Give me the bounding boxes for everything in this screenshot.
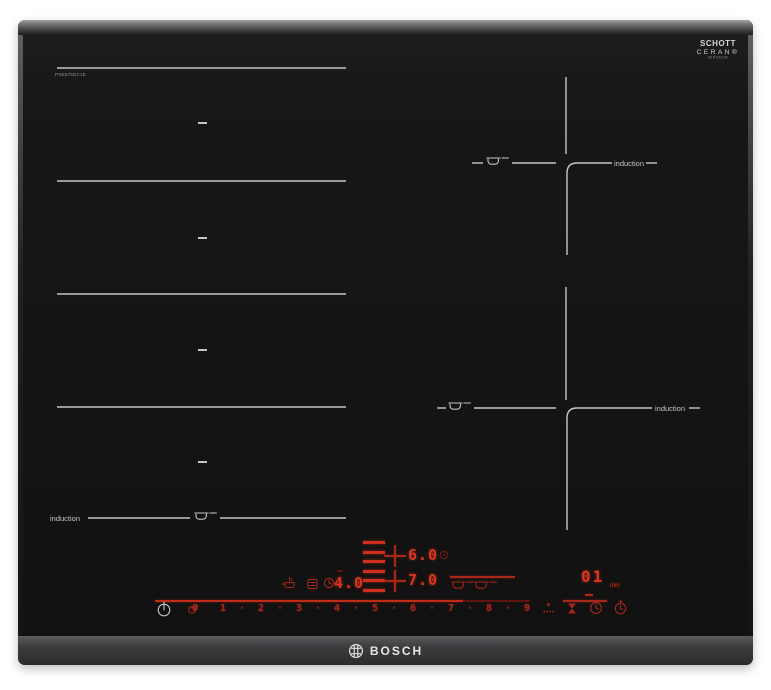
clock-icon <box>323 577 335 589</box>
slider-key-5[interactable]: 5 <box>371 603 379 614</box>
left-metal-edge <box>18 35 23 636</box>
child-lock-icon[interactable] <box>542 602 555 615</box>
flex-bar <box>363 541 385 544</box>
schott-logo-line3: MIRODUR <box>707 55 729 60</box>
stopwatch-icon[interactable] <box>613 600 628 615</box>
zone-cross-mark <box>394 545 396 567</box>
pan-icon <box>474 581 498 589</box>
top-metal-edge <box>18 20 753 35</box>
slider-dot: · <box>314 603 322 614</box>
slider-key-9[interactable]: 9 <box>523 603 531 614</box>
flex-bar <box>363 579 385 582</box>
clock-icon <box>439 550 449 560</box>
move-mode-icon <box>307 578 318 590</box>
wipe-protection-icon[interactable] <box>187 603 200 615</box>
pan-indicator-line <box>450 576 515 578</box>
slider-dot: · <box>276 603 284 614</box>
flex-bar <box>363 589 385 592</box>
flex-bar <box>363 560 385 563</box>
slider-dot: · <box>352 603 360 614</box>
slider-dot: · <box>428 603 436 614</box>
slider-key-7[interactable]: 7 <box>447 603 455 614</box>
schott-logo-line1: SCHOTT <box>700 39 736 48</box>
slider-key-1[interactable]: 1 <box>219 603 227 614</box>
timer-line <box>563 600 607 602</box>
slider-line-dim <box>463 600 530 602</box>
flex-bar <box>363 570 385 573</box>
zone-top-level-display[interactable]: 6.0 <box>408 546 439 564</box>
slider-key-6[interactable]: 6 <box>409 603 417 614</box>
slider-dot: · <box>504 603 512 614</box>
slider-dot: · <box>466 603 474 614</box>
hourglass-icon[interactable] <box>566 602 578 615</box>
pan-icon <box>451 581 475 589</box>
slider-dot: · <box>238 603 246 614</box>
slider-key-0[interactable]: 0 <box>191 603 199 614</box>
slider-key-4[interactable]: 4 <box>333 603 341 614</box>
slider-dot: · <box>390 603 398 614</box>
timer-select-dash <box>585 594 593 596</box>
front-panel: BOSCH <box>18 636 753 665</box>
slider-key-8[interactable]: 8 <box>485 603 493 614</box>
timer-clock-icon[interactable] <box>589 601 603 615</box>
power-icon[interactable] <box>156 601 172 617</box>
flex-bar <box>363 551 385 554</box>
frying-sensor-icon <box>281 576 295 589</box>
bosch-emblem-icon <box>348 643 363 658</box>
schott-logo-line2: CERAN® <box>696 48 740 56</box>
ceramic-glass-surface <box>18 35 753 636</box>
slider-key-2[interactable]: 2 <box>257 603 265 614</box>
timer-display[interactable]: 01 <box>581 567 605 586</box>
induction-cooktop: induction induction induction PXE675DC1E… <box>18 20 753 665</box>
slider-key-3[interactable]: 3 <box>295 603 303 614</box>
bosch-logo-text: BOSCH <box>369 643 424 658</box>
schott-ceran-logo: SCHOTT CERAN® MIRODUR <box>686 39 750 65</box>
model-number: PXE675DC1E <box>55 72 87 77</box>
zone-cross-mark <box>394 570 396 592</box>
slider-line[interactable] <box>155 600 463 602</box>
timer-unit-label: min <box>610 583 620 589</box>
zone-bottom-level-display[interactable]: 7.0 <box>408 571 439 589</box>
right-metal-edge <box>748 35 753 636</box>
flex-zone-level-display[interactable]: 4.0 <box>334 574 365 592</box>
